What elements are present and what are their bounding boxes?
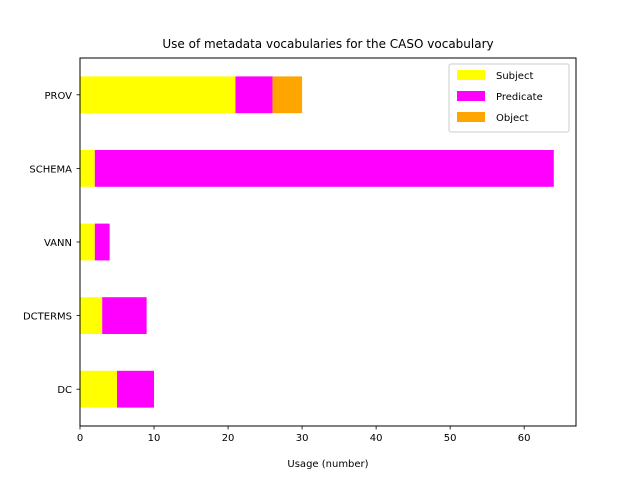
- chart-title: Use of metadata vocabularies for the CAS…: [162, 37, 493, 51]
- legend-swatch-subject: [457, 70, 485, 80]
- bar-vann-subject: [80, 223, 95, 261]
- x-axis: 0 10 20 30 40 50 60: [77, 426, 531, 444]
- x-tick-label: 20: [222, 433, 235, 444]
- legend-label-object: Object: [496, 113, 529, 124]
- x-axis-label: Usage (number): [287, 459, 368, 470]
- legend-swatch-object: [457, 112, 485, 122]
- y-tick-label: DC: [57, 385, 72, 396]
- bar-schema-predicate: [94, 150, 554, 187]
- bar-prov-predicate: [235, 76, 273, 114]
- x-tick-label: 40: [370, 433, 383, 444]
- bars-group: [80, 76, 554, 408]
- bar-dc-predicate: [117, 370, 155, 408]
- y-tick-label: SCHEMA: [29, 164, 72, 175]
- legend-label-predicate: Predicate: [496, 92, 543, 103]
- bar-prov-subject: [80, 76, 236, 114]
- bar-schema-subject: [80, 150, 95, 187]
- legend-swatch-predicate: [457, 91, 485, 101]
- y-axis: DC DCTERMS VANN SCHEMA PROV: [23, 91, 80, 396]
- legend: Subject Predicate Object: [448, 63, 570, 133]
- x-tick-label: 60: [518, 433, 531, 444]
- y-tick-label: DCTERMS: [23, 312, 72, 323]
- y-tick-label: PROV: [44, 91, 72, 102]
- x-tick-label: 30: [296, 433, 309, 444]
- x-tick-label: 50: [444, 433, 457, 444]
- legend-label-subject: Subject: [496, 71, 533, 82]
- bar-prov-object: [272, 76, 303, 114]
- x-tick-label: 10: [148, 433, 161, 444]
- bar-dc-subject: [80, 370, 118, 408]
- x-tick-label: 0: [77, 433, 83, 444]
- bar-dcterms-subject: [80, 297, 103, 334]
- bar-vann-predicate: [94, 223, 110, 261]
- bar-dcterms-predicate: [102, 297, 147, 334]
- y-tick-label: VANN: [44, 238, 72, 249]
